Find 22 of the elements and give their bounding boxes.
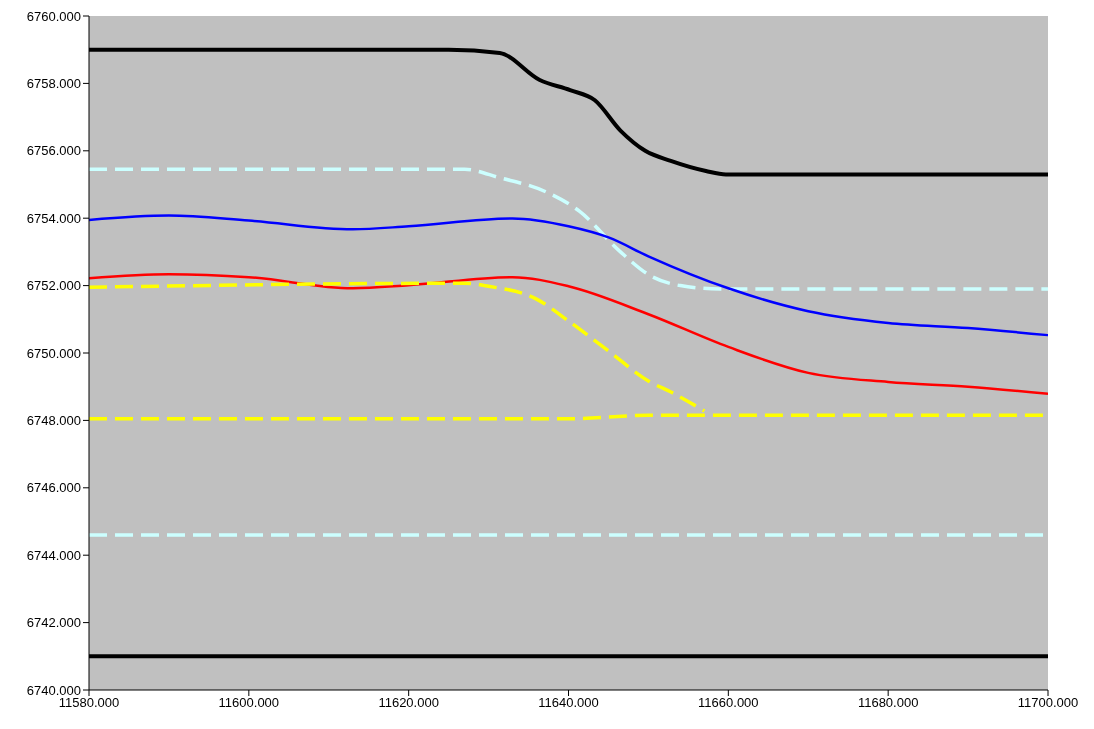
line-series bbox=[89, 167, 1048, 291]
y-tick-label: 6750.000 bbox=[26, 345, 81, 361]
x-tick-label: 11700.000 bbox=[1017, 695, 1079, 711]
y-tick-label: 6748.000 bbox=[26, 413, 81, 429]
line-series bbox=[89, 281, 707, 413]
line-series bbox=[89, 214, 1048, 337]
x-tick-label: 11600.000 bbox=[218, 695, 280, 711]
y-tick-label: 6742.000 bbox=[26, 615, 81, 631]
y-tick-label: 6740.000 bbox=[26, 682, 81, 698]
y-tick-label: 6744.000 bbox=[26, 547, 81, 563]
y-tick-label: 6756.000 bbox=[26, 143, 81, 159]
x-tick-label: 11580.000 bbox=[58, 695, 120, 711]
x-tick-label: 11620.000 bbox=[378, 695, 439, 711]
x-tick-label: 11680.000 bbox=[857, 695, 919, 711]
line-series bbox=[89, 272, 1048, 396]
y-tick-label: 6754.000 bbox=[26, 210, 81, 226]
x-tick-label: 11640.000 bbox=[538, 695, 599, 711]
y-tick-label: 6746.000 bbox=[26, 480, 81, 496]
y-tick-label: 6760.000 bbox=[26, 8, 81, 24]
y-tick-label: 6758.000 bbox=[26, 76, 81, 92]
x-tick-label: 11660.000 bbox=[698, 695, 759, 711]
y-tick-label: 6752.000 bbox=[26, 278, 81, 294]
